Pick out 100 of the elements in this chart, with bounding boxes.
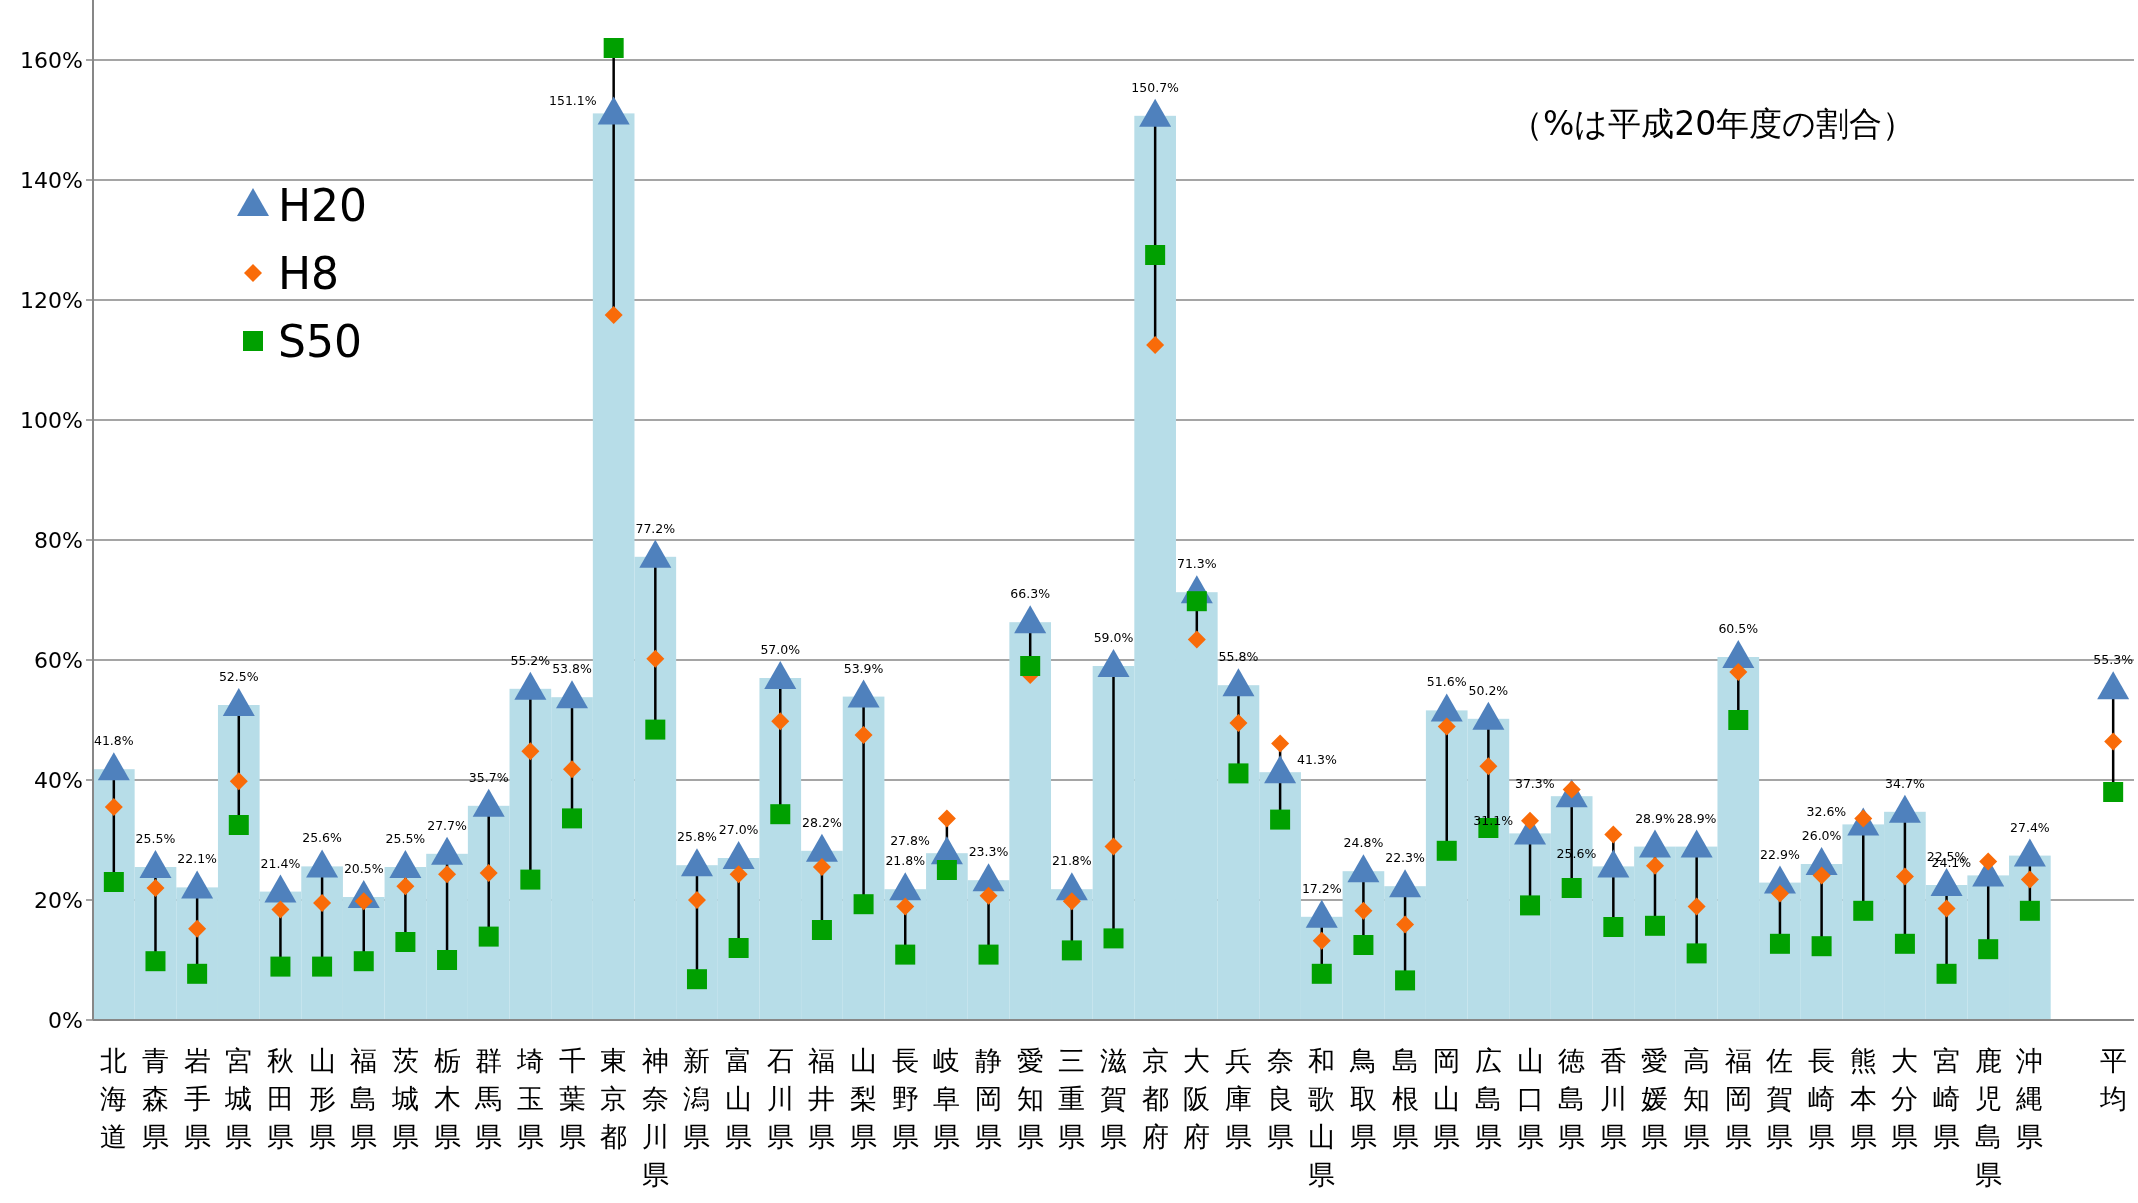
x-tick-label: 千葉県 xyxy=(558,1045,586,1152)
x-tick-label: 愛知県 xyxy=(1016,1045,1044,1152)
x-tick-label: 香川県 xyxy=(1599,1045,1627,1152)
x-tick-label: 奈良県 xyxy=(1266,1045,1294,1152)
y-tick-label: 80% xyxy=(34,528,83,553)
x-tick-label: 東京都 xyxy=(600,1045,628,1152)
data-label: 27.0% xyxy=(718,822,759,837)
y-tick-label: 40% xyxy=(34,768,83,793)
legend-label: S50 xyxy=(278,316,362,367)
data-label: 34.7% xyxy=(1885,775,1925,791)
data-label: 55.3% xyxy=(2093,652,2134,668)
x-tick-label: 広島県 xyxy=(1474,1045,1502,1152)
data-label: 21.4% xyxy=(260,855,301,871)
data-label: 27.8% xyxy=(890,833,930,849)
x-tick-label: 平均 xyxy=(2098,1045,2127,1114)
x-tick-label: 長野県 xyxy=(891,1045,919,1152)
x-tick-label: 宮城県 xyxy=(224,1045,253,1152)
x-tick-label: 和歌山県 xyxy=(1308,1045,1336,1190)
data-label: 59.0% xyxy=(1093,630,1134,645)
data-label: 28.9% xyxy=(1635,810,1675,826)
x-tick-label: 沖縄県 xyxy=(2015,1045,2044,1152)
x-tick-label: 青森県 xyxy=(141,1045,169,1152)
x-tick-label: 山形県 xyxy=(308,1045,336,1152)
data-label: 26.0% xyxy=(1801,828,1842,843)
data-label: 25.6% xyxy=(302,830,343,846)
data-label: 24.8% xyxy=(1343,835,1384,851)
data-label: 21.8% xyxy=(885,853,926,869)
y-tick-label: 160% xyxy=(20,48,83,73)
y-tick-label: 120% xyxy=(20,288,83,313)
x-tick-label: 北海道 xyxy=(100,1045,128,1152)
data-label: 77.2% xyxy=(635,520,676,536)
data-label: 20.5% xyxy=(343,861,384,876)
y-tick-label: 20% xyxy=(34,888,83,913)
x-tick-label: 福井県 xyxy=(808,1045,836,1152)
y-tick-label: 140% xyxy=(20,168,83,193)
x-tick-label: 京都府 xyxy=(1141,1045,1169,1152)
x-tick-label: 鹿児島県 xyxy=(1974,1045,2002,1190)
data-label: 66.3% xyxy=(1010,586,1051,602)
x-tick-label: 岡山県 xyxy=(1433,1045,1461,1152)
annotation: （%は平成20年度の割合） xyxy=(1510,104,1916,143)
x-tick-label: 静岡県 xyxy=(975,1045,1003,1152)
x-tick-label: 岐阜県 xyxy=(933,1045,961,1152)
data-label: 53.8% xyxy=(552,661,592,677)
data-label: 55.2% xyxy=(510,652,551,668)
x-tick-label: 愛媛県 xyxy=(1641,1045,1669,1152)
data-label: 35.7% xyxy=(468,769,509,785)
data-label: 41.8% xyxy=(93,733,134,749)
x-tick-label: 大阪府 xyxy=(1183,1045,1211,1152)
data-label: 28.9% xyxy=(1676,810,1717,826)
y-tick-label: 60% xyxy=(34,648,83,673)
data-label: 22.9% xyxy=(1760,846,1800,862)
data-label: 32.6% xyxy=(1806,804,1847,820)
data-label: 25.5% xyxy=(135,831,176,846)
x-tick-label: 佐賀県 xyxy=(1766,1045,1794,1152)
y-tick-label: 0% xyxy=(48,1008,83,1033)
data-label: 28.2% xyxy=(802,814,842,830)
x-tick-label: 大分県 xyxy=(1891,1045,1919,1152)
x-tick-label: 山梨県 xyxy=(850,1045,878,1152)
data-label: 71.3% xyxy=(1176,556,1217,572)
x-tick-label: 茨城県 xyxy=(390,1045,419,1152)
data-label: 22.1% xyxy=(177,851,218,867)
data-label: 41.3% xyxy=(1297,752,1337,768)
x-tick-label: 神奈川県 xyxy=(641,1045,669,1190)
legend-label: H20 xyxy=(278,180,368,231)
x-tick-label: 埼玉県 xyxy=(515,1045,544,1152)
y-tick-label: 100% xyxy=(20,408,83,433)
data-label: 60.5% xyxy=(1718,621,1759,636)
data-label: 53.9% xyxy=(843,660,884,676)
legend-label: H8 xyxy=(278,248,340,299)
data-label: 27.7% xyxy=(427,817,468,833)
x-tick-label: 三重県 xyxy=(1058,1045,1086,1152)
x-tick-label: 長崎県 xyxy=(1808,1045,1836,1152)
x-tick-label: 滋賀県 xyxy=(1100,1045,1127,1152)
data-label: 23.3% xyxy=(968,844,1009,860)
data-label: 51.6% xyxy=(1426,674,1467,690)
data-label: 50.2% xyxy=(1468,682,1509,698)
data-label: 57.0% xyxy=(760,642,801,657)
data-label: 37.3% xyxy=(1514,776,1555,792)
data-label: 25.5% xyxy=(385,831,426,846)
x-tick-label: 島根県 xyxy=(1391,1045,1419,1152)
x-tick-label: 岩手県 xyxy=(183,1045,211,1152)
x-tick-label: 宮崎県 xyxy=(1933,1045,1961,1152)
data-label: 52.5% xyxy=(218,669,259,684)
data-label: 25.8% xyxy=(677,829,717,845)
x-tick-label: 鳥取県 xyxy=(1348,1045,1377,1152)
data-label: 55.8% xyxy=(1218,649,1259,665)
x-tick-label: 新潟県 xyxy=(683,1045,711,1152)
x-tick-label: 石川県 xyxy=(766,1045,794,1152)
x-tick-label: 群馬県 xyxy=(474,1045,503,1152)
x-tick-label: 熊本県 xyxy=(1849,1045,1877,1152)
x-tick-label: 山口県 xyxy=(1516,1045,1544,1152)
data-label: 27.4% xyxy=(2010,819,2050,835)
x-tick-label: 兵庫県 xyxy=(1224,1045,1252,1152)
x-tick-label: 富山県 xyxy=(725,1045,753,1152)
x-tick-label: 福岡県 xyxy=(1724,1045,1752,1152)
x-tick-label: 栃木県 xyxy=(433,1045,461,1152)
data-label: 22.3% xyxy=(1385,850,1426,866)
data-label: 21.8% xyxy=(1051,853,1092,869)
x-tick-label: 福島県 xyxy=(350,1045,378,1152)
data-label: 150.7% xyxy=(1131,79,1180,95)
